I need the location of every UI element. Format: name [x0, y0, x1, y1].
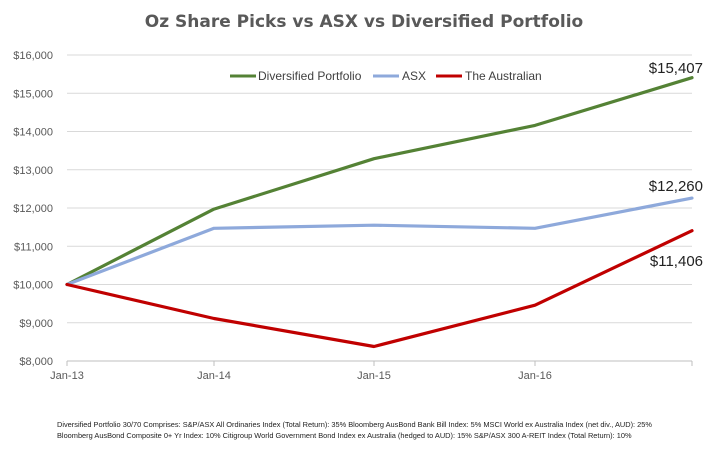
y-tick-label: $10,000 [13, 280, 53, 292]
footnote-line-2: Bloomberg AusBond Composite 0+ Yr Index:… [57, 431, 632, 440]
series-line-asx [65, 196, 694, 287]
series-lines [65, 76, 694, 349]
x-axis: Jan-13 Jan-14 Jan-15 Jan-16 [50, 360, 693, 382]
y-tick-label: $16,000 [13, 50, 53, 62]
y-tick-label: $13,000 [13, 165, 53, 177]
legend-item: ASX [373, 69, 426, 83]
end-value-label: $12,260 [649, 178, 703, 195]
legend-label: ASX [402, 69, 426, 83]
x-tick-label: Jan-13 [50, 370, 84, 382]
x-tick-label: Jan-16 [518, 370, 552, 382]
chart-title: Oz Share Picks vs ASX vs Diversified Por… [145, 12, 583, 32]
legend-item: Diversified Portfolio [230, 69, 362, 83]
y-tick-label: $8,000 [19, 356, 53, 368]
y-tick-label: $15,000 [13, 88, 53, 100]
legend-item: The Australian [436, 69, 542, 83]
end-value-label: $15,407 [649, 60, 703, 77]
legend: Diversified Portfolio ASX The Australian [230, 69, 542, 83]
gridlines [67, 54, 692, 362]
x-tick-label: Jan-14 [197, 370, 231, 382]
y-tick-label: $14,000 [13, 127, 53, 139]
y-tick-label: $12,000 [13, 203, 53, 215]
legend-label: The Australian [465, 69, 542, 83]
x-tick-label: Jan-15 [357, 370, 391, 382]
footnote: Diversified Portfolio 30/70 Comprises: S… [57, 419, 717, 441]
legend-label: Diversified Portfolio [258, 69, 362, 83]
y-tick-label: $9,000 [19, 318, 53, 330]
series-line-diversified-portfolio [65, 76, 694, 287]
y-tick-label: $11,000 [14, 241, 53, 253]
end-value-label: $11,406 [650, 253, 703, 270]
y-axis-ticks: $8,000 $9,000 $10,000 $11,000 $12,000 $13,000… [13, 50, 53, 368]
data-labels: $15,407 $12,260 $11,406 [649, 60, 703, 270]
footnote-line-1: Diversified Portfolio 30/70 Comprises: S… [57, 420, 652, 429]
